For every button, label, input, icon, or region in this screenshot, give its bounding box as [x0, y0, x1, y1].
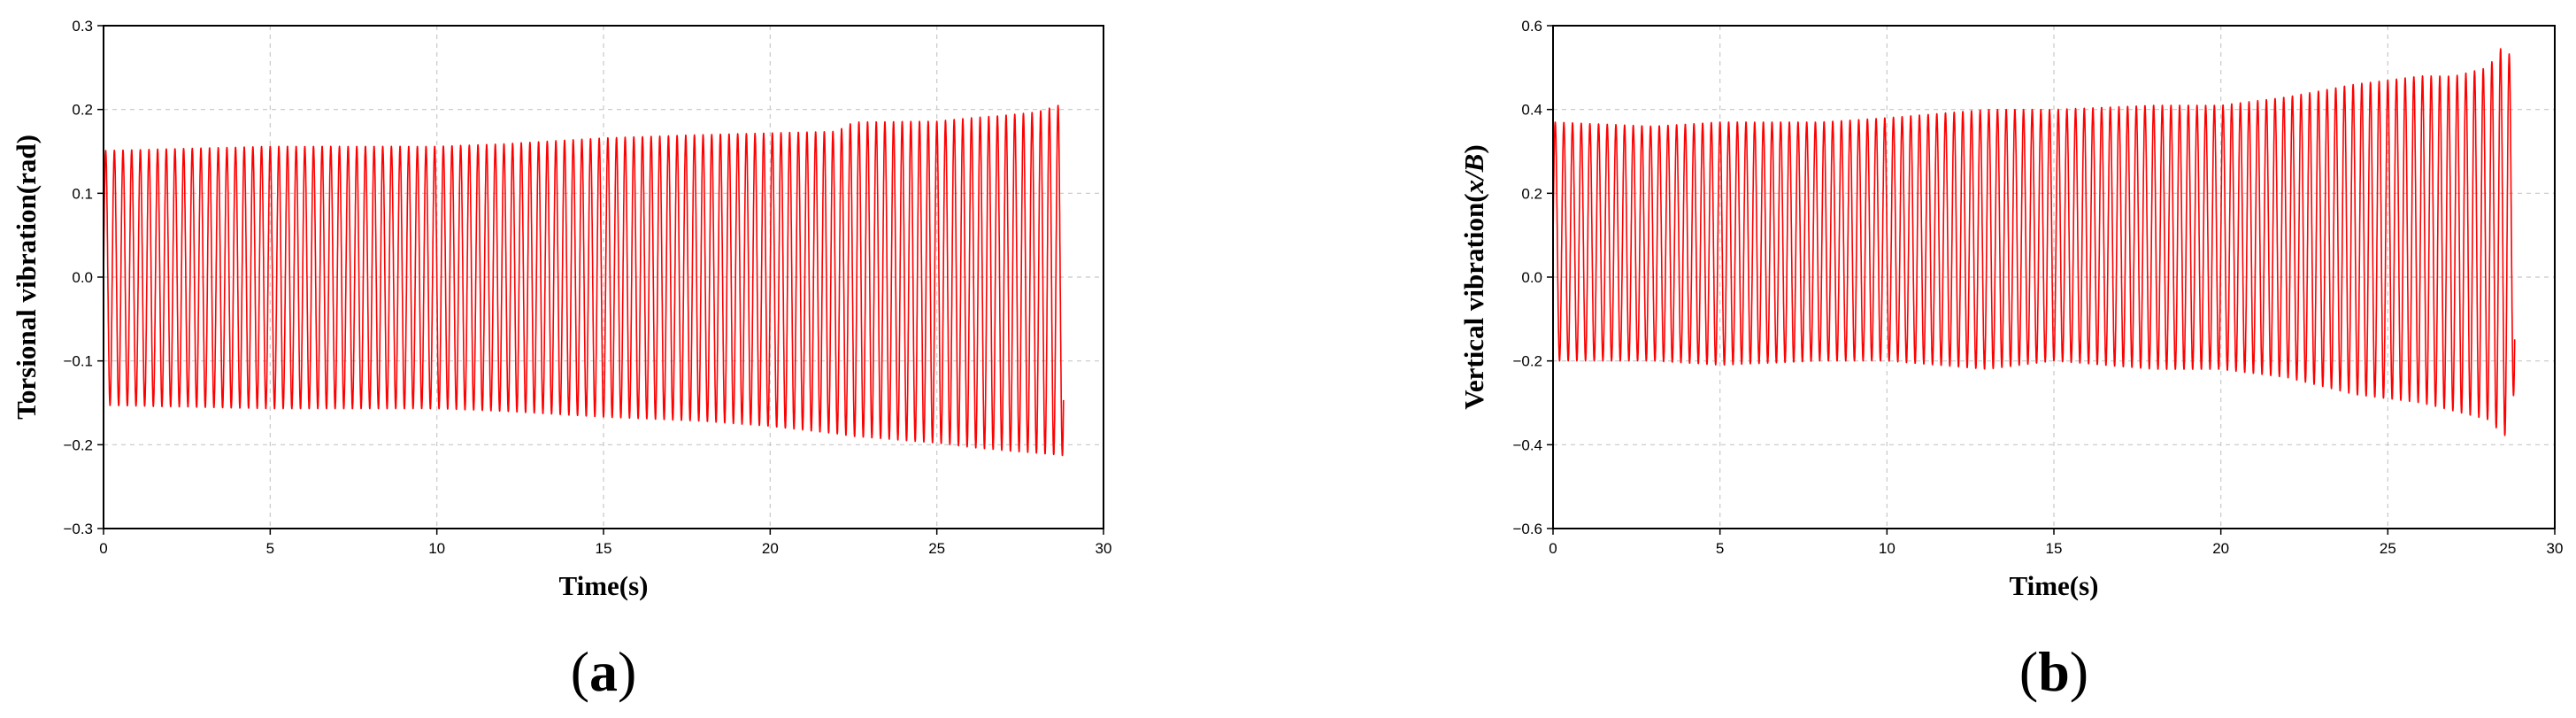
- x-axis-label-b: Time(s): [2009, 570, 2098, 601]
- x-axis-label-a: Time(s): [558, 570, 648, 601]
- panel-letter-b: b: [2038, 640, 2070, 703]
- x-tick-label: 0: [99, 540, 107, 557]
- y-tick-label: 0.0: [72, 269, 93, 286]
- x-tick-label: 10: [1879, 540, 1895, 557]
- panel-letter-a: a: [589, 640, 618, 703]
- ticks-a: 0 5 10 15 20 25 30 −0.3 −0.2 −0.1 0.0 0.1 0.2 0.3: [63, 18, 1111, 557]
- y-tick-label: 0.4: [1521, 102, 1542, 119]
- y-tick-label: 0.3: [72, 18, 93, 35]
- x-tick-label: 15: [2046, 540, 2063, 557]
- y-tick-label: −0.2: [1512, 353, 1542, 370]
- y-tick-label: 0.2: [72, 102, 93, 119]
- x-tick-label: 30: [1096, 540, 1112, 557]
- panel-label-b: (b): [2019, 640, 2088, 703]
- x-tick-label: 5: [1716, 540, 1724, 557]
- x-tick-label: 25: [928, 540, 945, 557]
- y-tick-label: −0.1: [63, 353, 93, 370]
- x-tick-label: 20: [762, 540, 779, 557]
- x-tick-label: 10: [428, 540, 445, 557]
- y-tick-label: −0.4: [1512, 436, 1542, 453]
- y-tick-label: −0.2: [63, 436, 93, 453]
- y-tick-label: −0.6: [1512, 521, 1542, 537]
- series-torsional-vibration: [103, 104, 1065, 457]
- ticks-b: 0 5 10 15 20 25 30 −0.6 −0.4 −0.2 0.0 0.2 0.4 0.6: [1512, 18, 2563, 557]
- panel-label-a: (a): [571, 640, 637, 703]
- x-tick-label: 20: [2212, 540, 2229, 557]
- y-tick-label: 0.1: [72, 185, 93, 202]
- series-vertical-vibration: [1552, 48, 2516, 436]
- x-tick-label: 0: [1549, 540, 1557, 557]
- y-tick-label: 0.6: [1521, 18, 1542, 35]
- y-axis-label-b-prefix: Vertical vibration(: [1458, 193, 1489, 409]
- y-tick-label: 0.0: [1521, 269, 1542, 286]
- chart-panel-a: 0 5 10 15 20 25 30 −0.3 −0.2 −0.1 0.0 0.1 0.2 0.3 Tim…: [11, 18, 1111, 703]
- chart-panel-b: 0 5 10 15 20 25 30 −0.6 −0.4 −0.2 0.0 0.2 0.4 0.6 Tim…: [1458, 18, 2563, 703]
- gridlines-a: [104, 26, 1103, 529]
- y-axis-label-b: Vertical vibration(x/B): [1458, 144, 1489, 409]
- x-tick-label: 30: [2547, 540, 2564, 557]
- x-tick-label: 15: [596, 540, 612, 557]
- y-axis-label-b-var: x/B: [1458, 154, 1489, 195]
- y-axis-label-b-suffix: ): [1458, 144, 1489, 153]
- x-tick-label: 25: [2380, 540, 2396, 557]
- x-tick-label: 5: [266, 540, 274, 557]
- y-tick-label: −0.3: [63, 521, 93, 537]
- y-axis-label-a: Torsional vibration(rad): [11, 135, 42, 420]
- y-tick-label: 0.2: [1521, 185, 1542, 202]
